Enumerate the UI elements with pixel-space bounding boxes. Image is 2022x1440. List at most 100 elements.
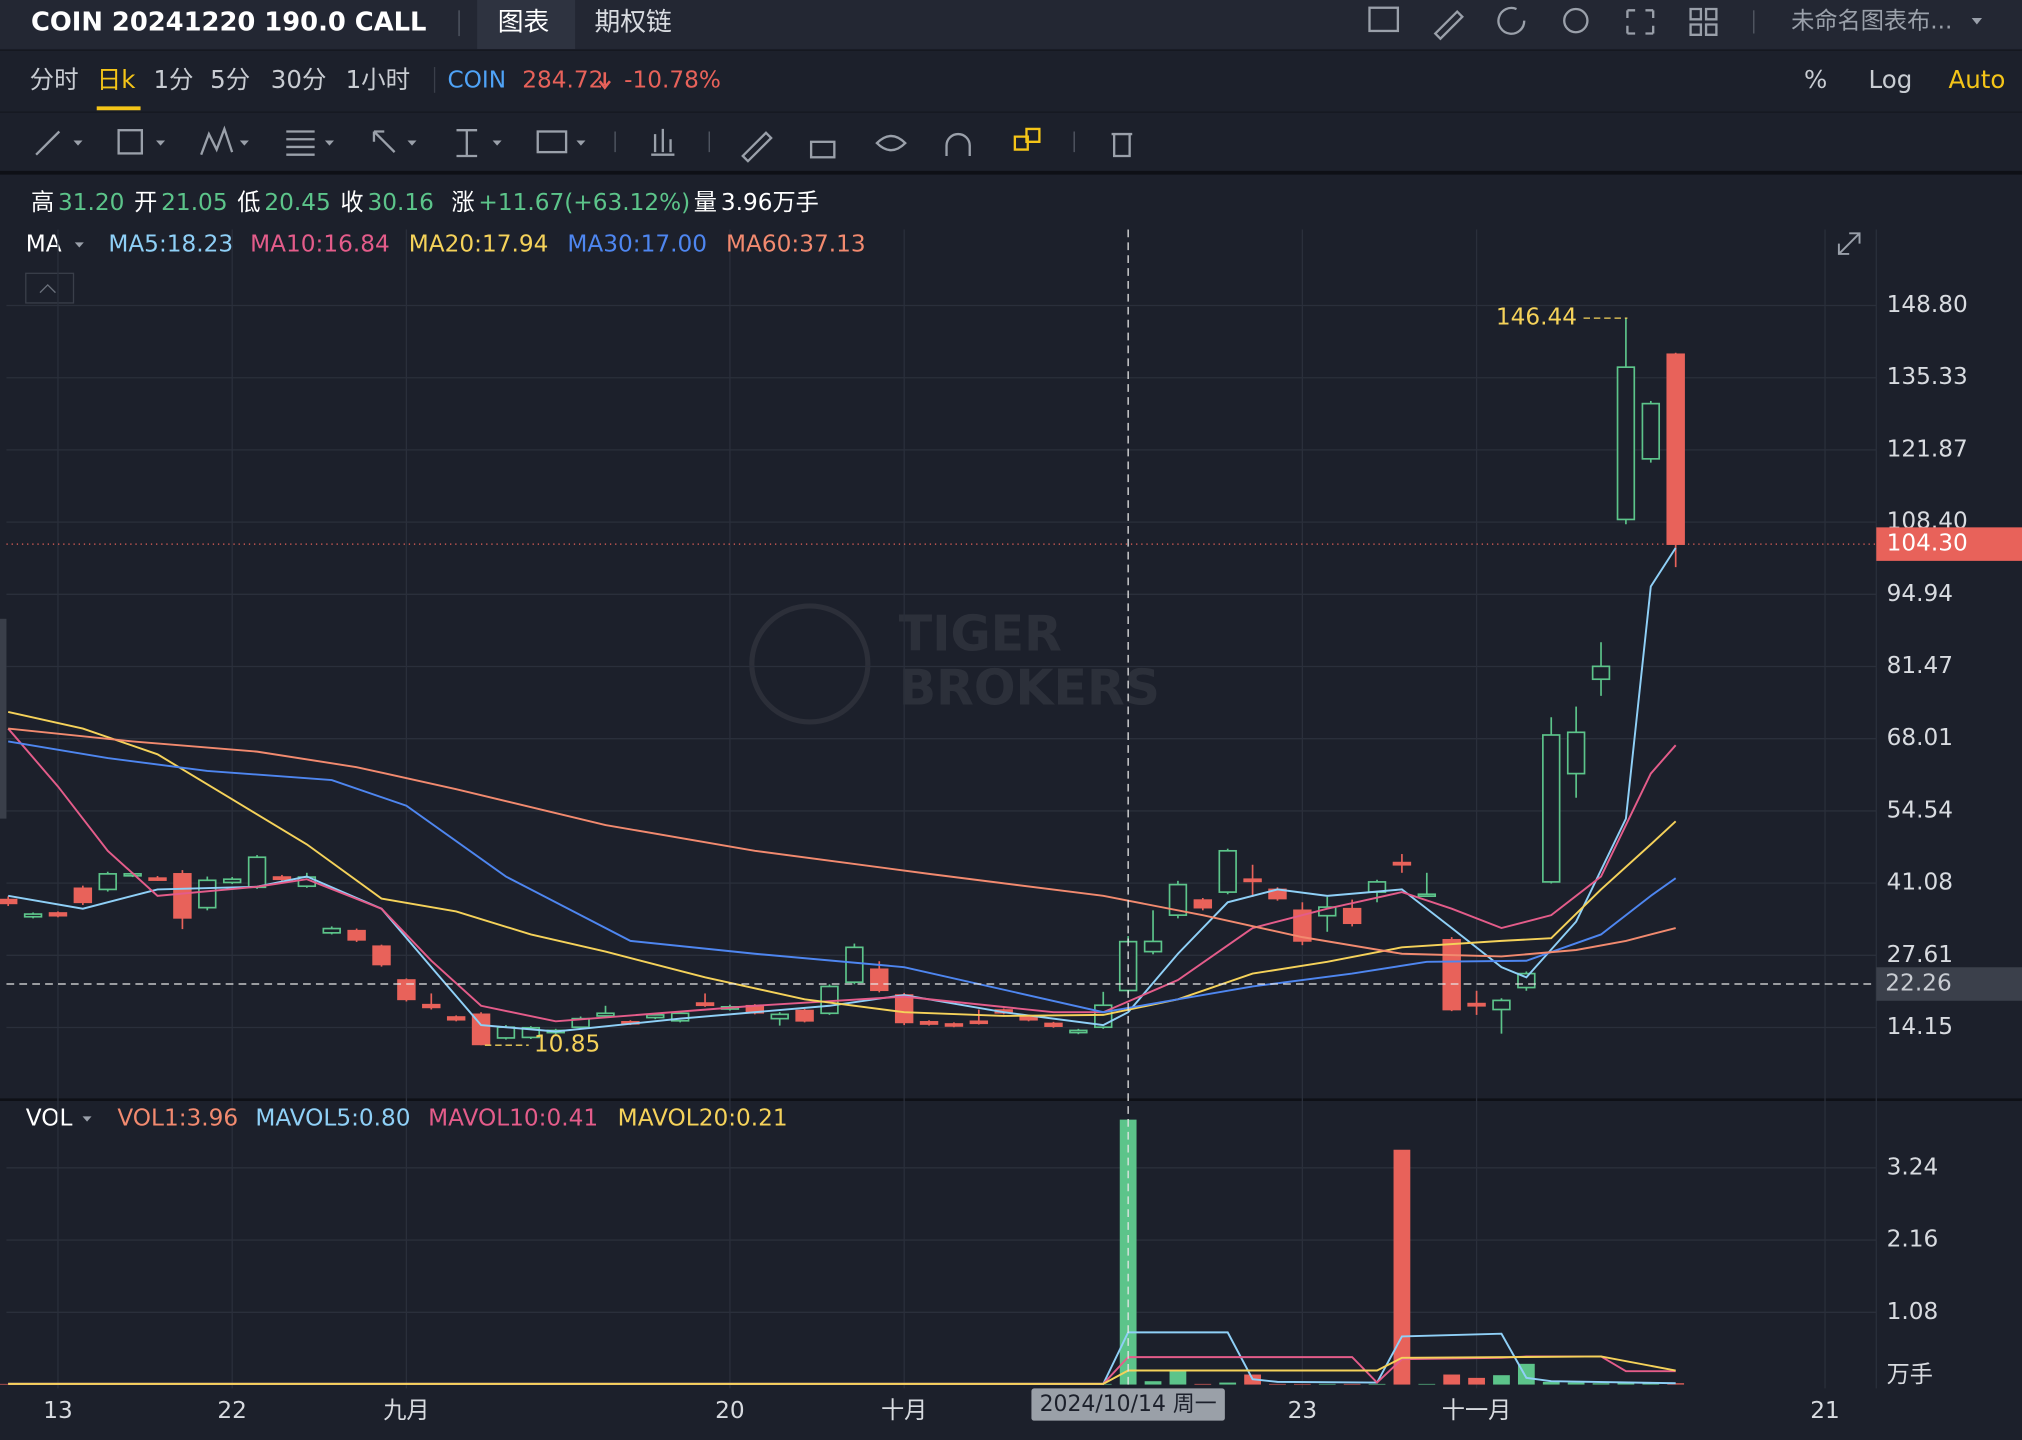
tool-magnet[interactable] xyxy=(945,132,971,156)
info-label: 收 xyxy=(340,189,363,216)
volume-bar xyxy=(1418,1383,1436,1385)
tool-eye[interactable] xyxy=(875,134,907,152)
y-tick-label: 41.08 xyxy=(1887,869,1953,896)
down-arrow xyxy=(598,72,611,90)
indicator-name[interactable]: VOL xyxy=(26,1104,73,1131)
candle-body xyxy=(770,1013,789,1020)
period-tab[interactable]: 30分 xyxy=(271,65,327,94)
x-tick-label: 九月 xyxy=(383,1397,429,1424)
tool-pattern[interactable] xyxy=(200,125,234,156)
period-tab[interactable]: 5分 xyxy=(210,65,250,94)
tool-arrow[interactable] xyxy=(372,130,396,153)
chart-layer: 分时 日k 1分 5分 30分 1小时 COIN 284.72 -10.78%% Log Auto 高… xyxy=(0,65,2022,1424)
candle-body xyxy=(1243,878,1262,883)
scale-button[interactable]: Auto xyxy=(1948,65,2005,94)
icon-indicator[interactable] xyxy=(1368,6,1400,33)
x-tick-label: 十月 xyxy=(881,1397,927,1424)
period-tab[interactable]: 日k xyxy=(97,65,136,94)
ma-line xyxy=(8,740,1677,1014)
icon-settings[interactable] xyxy=(1563,7,1589,34)
x-tick-label: 20 xyxy=(715,1397,745,1424)
info-label: 高 xyxy=(31,189,54,216)
candle-body xyxy=(894,994,914,1024)
collapse-button[interactable] xyxy=(25,272,75,304)
candle-body xyxy=(98,873,117,891)
volume-bar xyxy=(1468,1377,1485,1385)
crosshair-date: 2024/10/14 周一 xyxy=(1040,1392,1217,1417)
candle-body xyxy=(198,879,217,909)
scale-button[interactable]: % xyxy=(1804,65,1827,94)
candle-body xyxy=(845,946,864,984)
tool-measure[interactable] xyxy=(456,129,478,158)
legend-entry: MA60:37.13 xyxy=(726,230,866,257)
period-tab[interactable]: 1小时 xyxy=(346,65,411,94)
candle-body xyxy=(646,1014,665,1019)
candle-body xyxy=(372,945,391,966)
low-annotation: 10.85 xyxy=(534,1031,600,1058)
period-tab[interactable]: 1分 xyxy=(153,65,193,94)
volume-bar xyxy=(1293,1383,1311,1385)
tab[interactable]: 期权链 xyxy=(594,8,672,38)
volume-bar xyxy=(1169,1370,1187,1385)
tab[interactable]: 图表 xyxy=(498,8,550,38)
tool-delete[interactable] xyxy=(1111,132,1133,158)
watermark: TIGER BROKERS xyxy=(749,603,1160,725)
scroll-handle[interactable] xyxy=(0,618,7,819)
candle-body xyxy=(322,927,341,934)
volume-bar xyxy=(1642,1383,1660,1385)
volume-bar xyxy=(1443,1374,1461,1385)
candle-body xyxy=(0,898,18,905)
volume-bar xyxy=(1592,1383,1610,1385)
scale-button[interactable]: Log xyxy=(1869,65,1913,94)
volume-bar xyxy=(1567,1382,1585,1385)
tool-text[interactable] xyxy=(536,130,568,154)
ma-line xyxy=(7,710,1677,1017)
x-tick-label: 22 xyxy=(217,1397,247,1424)
watermark-text: TIGER xyxy=(899,605,1062,662)
layout-name[interactable]: 未命名图表布... xyxy=(1791,7,1952,34)
candle-body xyxy=(247,856,267,889)
icon-draw[interactable] xyxy=(1433,9,1464,41)
legend-entry: MAVOL20:0.21 xyxy=(618,1104,788,1131)
tool-position[interactable] xyxy=(651,128,675,156)
candle-body xyxy=(521,1026,541,1039)
y-tick-label: 68.01 xyxy=(1887,724,1953,751)
tool-line[interactable] xyxy=(35,130,61,156)
indicator-name[interactable]: MA xyxy=(26,230,62,257)
icon-layout[interactable] xyxy=(1689,7,1718,36)
tool-brush[interactable] xyxy=(741,131,773,163)
ma-line xyxy=(8,1331,1676,1385)
candle-body xyxy=(148,877,167,881)
info-value: 30.16 xyxy=(368,189,434,216)
candle-body xyxy=(1293,909,1312,942)
tool-snap[interactable] xyxy=(1013,127,1041,151)
candle-body xyxy=(1193,899,1213,909)
last-price-label: 104.30 xyxy=(1887,530,1968,557)
volume-bar xyxy=(1493,1375,1510,1385)
candle-body xyxy=(272,876,292,881)
icon-refresh[interactable] xyxy=(1497,6,1526,35)
x-tick-label: 十一月 xyxy=(1442,1397,1512,1424)
crosshair-price-box xyxy=(1876,967,2022,1001)
tool-lock[interactable] xyxy=(809,140,836,159)
icon-fullscreen[interactable] xyxy=(1626,9,1655,35)
volume-bar xyxy=(1269,1383,1286,1385)
volume-bar xyxy=(1542,1381,1560,1385)
quote-symbol: COIN xyxy=(447,67,506,94)
y-tick-label: 148.80 xyxy=(1887,291,1968,318)
y-tick-label: 121.87 xyxy=(1887,435,1968,462)
candle-body xyxy=(222,878,242,884)
expand-icon[interactable] xyxy=(1837,232,1861,255)
quote-change: -10.78% xyxy=(624,67,721,94)
legend-entry: MAVOL5:0.80 xyxy=(255,1104,410,1131)
tool-fib[interactable] xyxy=(286,130,315,156)
y-tick-label: 81.47 xyxy=(1887,652,1953,679)
period-tab[interactable]: 分时 xyxy=(30,65,79,94)
candle-body xyxy=(1019,1016,1038,1021)
legend-entry: MA10:16.84 xyxy=(250,230,390,257)
info-label: 开 xyxy=(134,189,157,216)
tool-rect[interactable] xyxy=(117,129,144,155)
ma-line xyxy=(8,727,1676,958)
ma-line xyxy=(7,727,1677,1023)
